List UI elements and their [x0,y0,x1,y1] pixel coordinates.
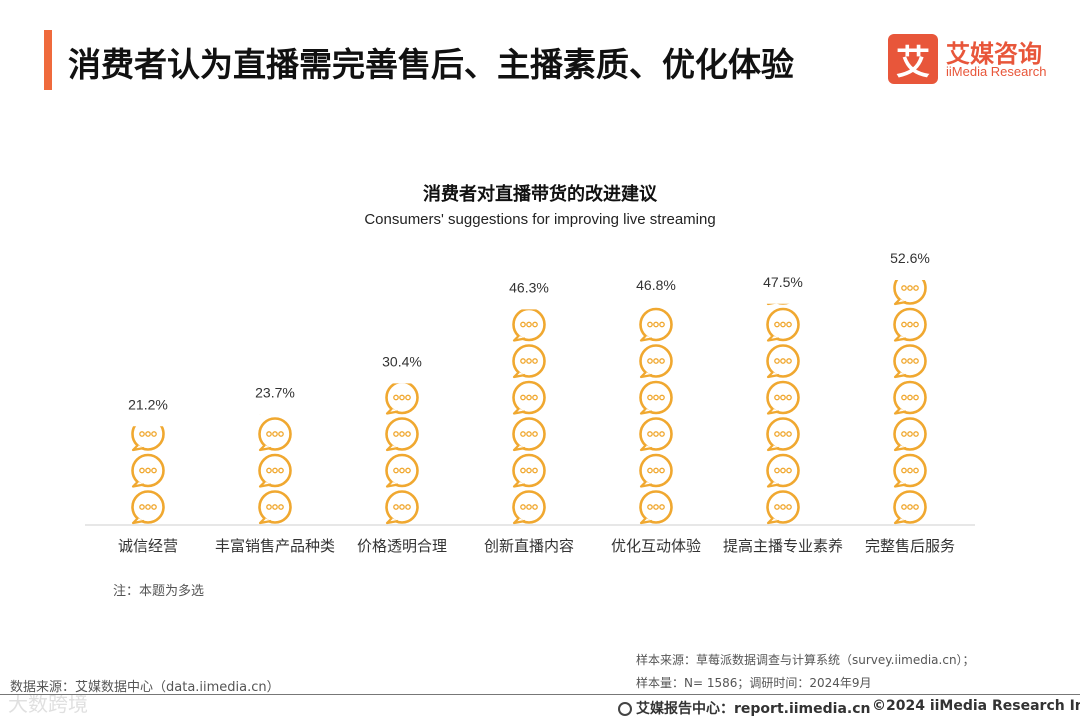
bar-3 [385,383,419,525]
speech-bubble-icon [639,380,673,415]
bar-5 [639,307,673,525]
footer-report-center: 艾媒报告中心：report.iimedia.cn [618,698,871,718]
speech-bubble-icon [639,307,673,342]
value-label: 30.4% [382,353,422,369]
speech-bubble-icon [766,490,800,525]
speech-bubble-icon [512,344,546,379]
footer-divider [0,694,1080,695]
globe-icon [618,702,632,716]
speech-bubble-icon [766,307,800,342]
value-label: 21.2% [128,396,168,412]
iimedia-logo: 艾 艾媒咨询 iiMedia Research [888,34,1063,86]
speech-bubble-icon [512,490,546,525]
chart-title: 消费者对直播带货的改进建议 [423,184,657,205]
speech-bubble-icon [512,309,546,342]
speech-bubble-icon [512,453,546,488]
logo-chinese-name: 艾媒咨询 [946,40,1042,68]
page-title: 消费者认为直播需完善售后、主播素质、优化体验 [68,45,794,84]
speech-bubble-icon [766,344,800,379]
speech-bubble-icon [131,490,165,525]
bar-1 [131,426,165,525]
report-center-text: 艾媒报告中心：report.iimedia.cn [636,701,871,717]
category-label: 完整售后服务 [865,537,955,555]
speech-bubble-icon [766,417,800,452]
chart-subtitle: Consumers' suggestions for improving liv… [364,211,716,228]
logo-mark-icon: 艾 [888,34,938,84]
speech-bubble-icon [893,417,927,452]
speech-bubble-icon [512,380,546,415]
title-accent-bar [44,30,52,90]
category-label: 价格透明合理 [357,537,447,555]
speech-bubble-icon [893,280,927,306]
speech-bubble-icon [893,380,927,415]
category-label: 提高主播专业素养 [723,537,843,555]
speech-bubble-icon [768,236,799,268]
speech-bubble-icon [639,490,673,525]
value-label: 46.3% [509,279,549,295]
speech-bubble-icon [766,303,789,306]
speech-bubble-icon [131,453,165,488]
speech-bubble-icon [766,453,800,488]
sample-source: 样本来源：草莓派数据调查与计算系统（survey.iimedia.cn）； [636,653,975,667]
speech-bubble-icon [639,453,673,488]
speech-bubble-icon [385,490,419,525]
category-label: 丰富销售产品种类 [215,537,335,555]
speech-bubble-icon [639,344,673,379]
speech-bubble-icon [893,453,927,488]
speech-bubble-icon [893,307,927,342]
speech-bubble-icon [131,426,165,452]
value-label: 23.7% [255,385,295,401]
speech-bubble-icon [258,490,292,525]
footer-copyright: ©2024 iiMedia Research Inc [872,698,1080,714]
bar-2 [258,346,292,525]
value-label: 46.8% [636,277,676,293]
bar-4 [512,309,546,525]
speech-bubble-icon [385,453,419,488]
bar-7 [893,280,927,525]
speech-bubble-icon [258,453,292,488]
speech-bubble-icon [260,346,291,378]
speech-bubble-icon [893,344,927,379]
speech-bubble-icon [893,490,927,525]
speech-bubble-icon [258,417,292,452]
multi-choice-note: 注：本题为多选 [113,584,205,599]
sample-size: 样本量：N= 1586；调研时间：2024年9月 [636,676,872,690]
speech-bubble-icon [639,417,673,452]
logo-english-name: iiMedia Research [946,64,1047,79]
bar-6 [766,236,800,525]
watermark: 大数跨境 [8,692,88,716]
data-source: 数据来源：艾媒数据中心（data.iimedia.cn） [10,680,280,695]
category-label: 诚信经营 [118,537,178,555]
speech-bubble-icon [385,417,419,452]
category-label: 优化互动体验 [611,537,701,555]
category-label: 创新直播内容 [484,537,574,555]
value-label: 47.5% [763,274,803,290]
speech-bubble-icon [512,417,546,452]
speech-bubble-icon [385,383,419,415]
value-label: 52.6% [890,250,930,266]
speech-bubble-icon [766,380,800,415]
